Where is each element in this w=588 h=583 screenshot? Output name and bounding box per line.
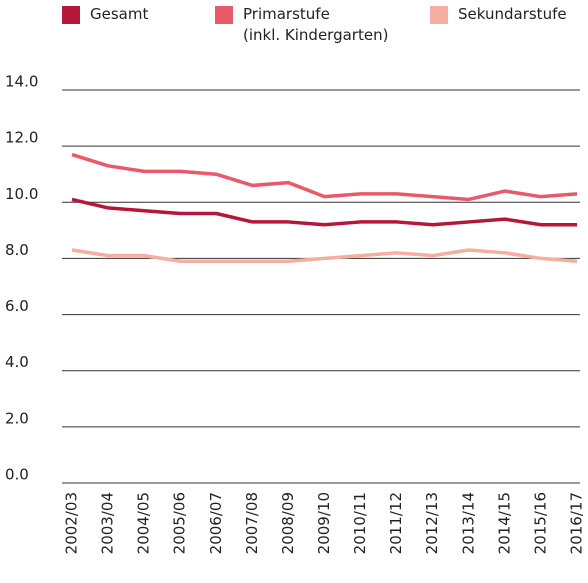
series-line	[71, 197, 577, 227]
legend-label: Sekundarstufe	[458, 5, 567, 23]
y-tick-label: 10.0	[5, 185, 38, 203]
x-tick-label: 2007/08	[243, 492, 261, 554]
y-tick-label: 0.0	[5, 466, 29, 484]
x-tick-label: 2010/11	[351, 492, 369, 554]
x-tick-label: 2014/15	[495, 492, 513, 554]
legend-swatch	[62, 6, 80, 24]
y-tick-label: 14.0	[5, 73, 38, 91]
x-tick-label: 2012/13	[423, 492, 441, 554]
legend-swatch	[430, 6, 448, 24]
x-tick-label: 2005/06	[171, 492, 189, 554]
y-tick-label: 4.0	[5, 353, 29, 371]
legend-item: Sekundarstufe	[430, 5, 567, 25]
legend-swatch	[215, 6, 233, 24]
legend-item: Gesamt	[62, 5, 149, 25]
series-line	[71, 248, 578, 263]
legend-label: Primarstufe (inkl. Kindergarten)	[243, 5, 389, 44]
x-tick-label: 2004/05	[135, 492, 153, 554]
x-tick-label: 2015/16	[531, 492, 549, 554]
x-tick-label: 2008/09	[279, 492, 297, 554]
x-tick-label: 2003/04	[99, 492, 117, 554]
x-tick-label: 2009/10	[315, 492, 333, 554]
x-tick-label: 2011/12	[387, 492, 405, 554]
y-tick-label: 12.0	[5, 129, 38, 147]
y-tick-label: 8.0	[5, 241, 29, 259]
x-tick-label: 2013/14	[459, 492, 477, 554]
x-tick-label: 2002/03	[63, 492, 81, 554]
y-tick-label: 2.0	[5, 409, 29, 427]
x-tick-label: 2006/07	[207, 492, 225, 554]
series-line	[71, 152, 578, 202]
legend-label: Gesamt	[90, 5, 149, 23]
legend-item: Primarstufe (inkl. Kindergarten)	[215, 5, 389, 46]
y-tick-label: 6.0	[5, 297, 29, 315]
x-tick-label: 2016/17	[568, 492, 586, 554]
